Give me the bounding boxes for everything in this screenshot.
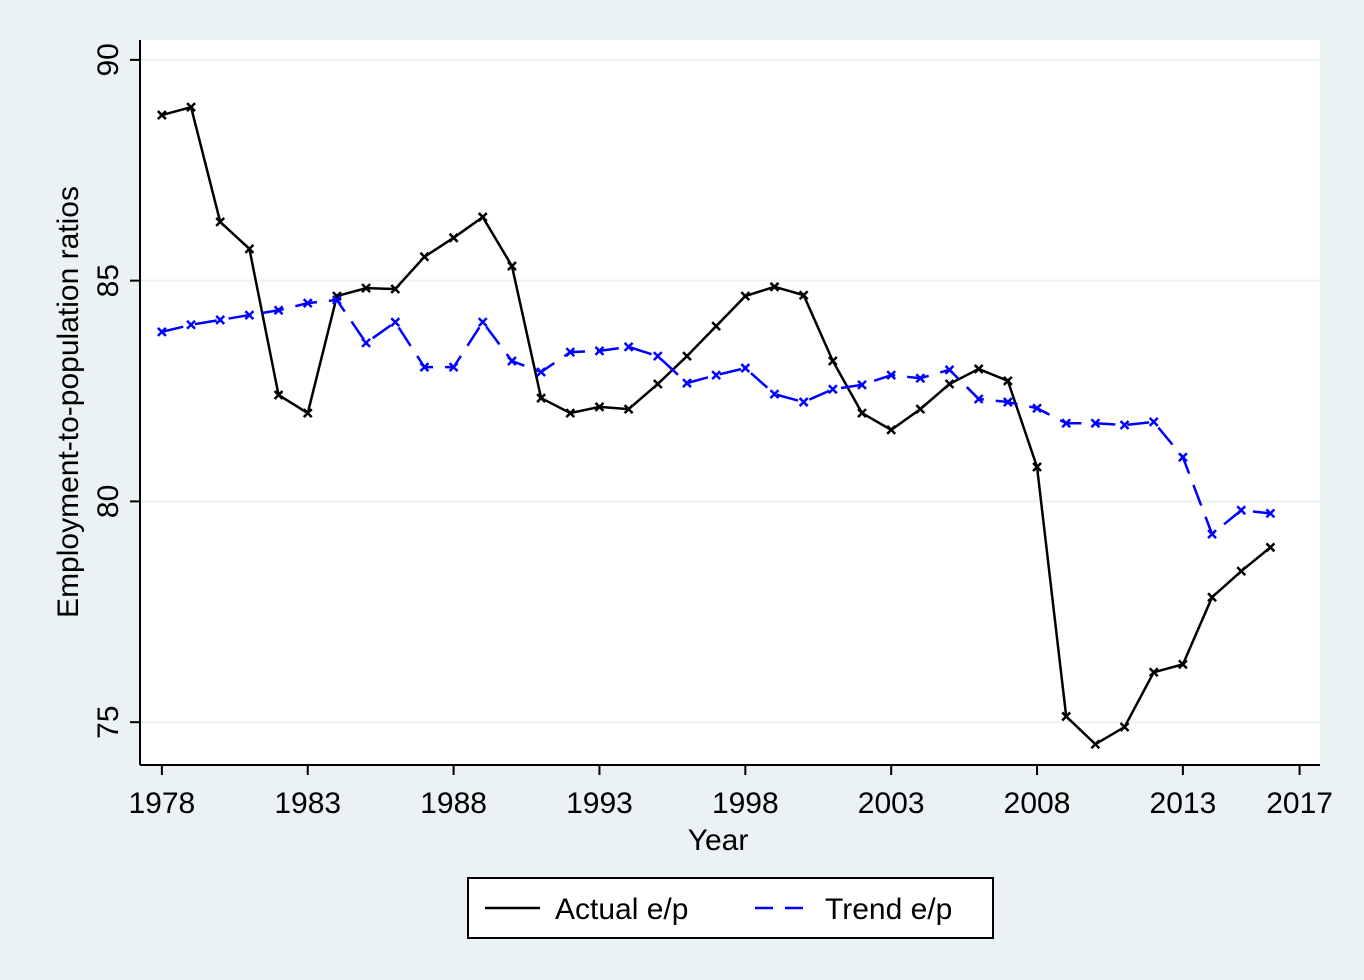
point-marker [1119, 420, 1130, 430]
y-tick-label: 90 [92, 43, 125, 76]
point-marker [1148, 667, 1159, 678]
point-marker [536, 393, 546, 403]
y-tick-label: 80 [92, 485, 125, 518]
point-marker [1090, 739, 1101, 750]
plot-area [140, 40, 1320, 765]
legend-label: Trend e/p [825, 893, 952, 926]
point-marker [798, 397, 809, 407]
point-marker [390, 284, 401, 294]
point-marker [623, 341, 634, 352]
point-marker [332, 295, 342, 305]
point-marker [215, 315, 226, 325]
x-tick-label: 2003 [858, 787, 925, 820]
point-marker [740, 291, 751, 301]
point-marker [1265, 508, 1276, 519]
point-marker [536, 367, 546, 377]
point-marker [798, 290, 809, 301]
point-marker [156, 326, 167, 337]
y-axis-title: Employment-to-population ratios [52, 186, 85, 618]
point-marker [769, 281, 780, 292]
point-marker [944, 379, 955, 389]
x-axis-title: Year [688, 824, 749, 857]
point-marker [507, 261, 517, 271]
x-tick-label: 2013 [1150, 787, 1217, 820]
point-marker [711, 370, 722, 381]
x-tick-label: 1978 [129, 787, 196, 820]
point-marker [361, 283, 371, 294]
point-marker [186, 102, 196, 112]
point-marker [857, 379, 867, 390]
point-marker [827, 384, 838, 395]
point-marker [1265, 542, 1276, 553]
point-marker [652, 379, 663, 389]
point-marker [419, 362, 430, 373]
point-marker [1032, 462, 1042, 472]
x-tick-label: 1988 [420, 787, 487, 820]
point-marker [186, 319, 196, 330]
point-marker [1032, 403, 1042, 414]
point-marker [1207, 592, 1217, 603]
legend [467, 877, 994, 939]
point-marker [1061, 711, 1072, 722]
point-marker [477, 212, 488, 222]
point-marker [1002, 397, 1013, 407]
point-marker [419, 251, 430, 262]
point-marker [244, 310, 255, 320]
point-marker [1178, 452, 1188, 463]
point-marker [361, 338, 371, 348]
x-tick-label: 2017 [1266, 787, 1333, 820]
point-marker [302, 298, 313, 309]
point-marker [711, 321, 722, 331]
point-marker [944, 364, 955, 375]
legend-label: Actual e/p [555, 893, 688, 926]
point-marker [886, 424, 897, 435]
point-marker [886, 370, 897, 381]
point-marker [1178, 659, 1188, 670]
point-marker [1148, 417, 1159, 427]
point-marker [973, 364, 984, 374]
point-marker [740, 363, 751, 373]
point-marker [448, 232, 459, 243]
point-marker [477, 317, 488, 328]
point-marker [273, 390, 284, 400]
point-marker [652, 351, 663, 362]
point-marker [594, 345, 605, 356]
point-marker [915, 404, 926, 415]
point-marker [623, 404, 634, 415]
x-tick-label: 2008 [1004, 787, 1071, 820]
point-marker [390, 317, 401, 328]
point-marker [1236, 566, 1247, 577]
point-marker [156, 110, 167, 120]
point-marker [682, 351, 692, 362]
point-marker [594, 402, 605, 412]
x-tick-label: 1983 [274, 787, 341, 820]
x-tick-label: 1993 [566, 787, 633, 820]
point-marker [1236, 505, 1247, 516]
point-marker [1090, 418, 1101, 429]
point-marker [448, 362, 459, 373]
point-marker [1207, 529, 1217, 539]
point-marker [1061, 418, 1072, 429]
point-marker [915, 373, 926, 384]
point-marker [827, 356, 838, 366]
point-marker [507, 356, 517, 366]
point-marker [273, 305, 284, 316]
point-marker [1119, 722, 1130, 732]
point-marker [215, 217, 226, 227]
y-tick-label: 75 [92, 705, 125, 738]
point-marker [682, 378, 692, 388]
point-marker [244, 243, 255, 254]
point-marker [1002, 375, 1013, 386]
point-marker [565, 347, 576, 358]
point-marker [973, 394, 984, 404]
point-marker [302, 408, 313, 418]
y-tick-label: 85 [92, 264, 125, 297]
x-tick-label: 1998 [712, 787, 779, 820]
point-marker [857, 408, 867, 418]
point-marker [769, 389, 780, 399]
point-marker [565, 408, 576, 418]
